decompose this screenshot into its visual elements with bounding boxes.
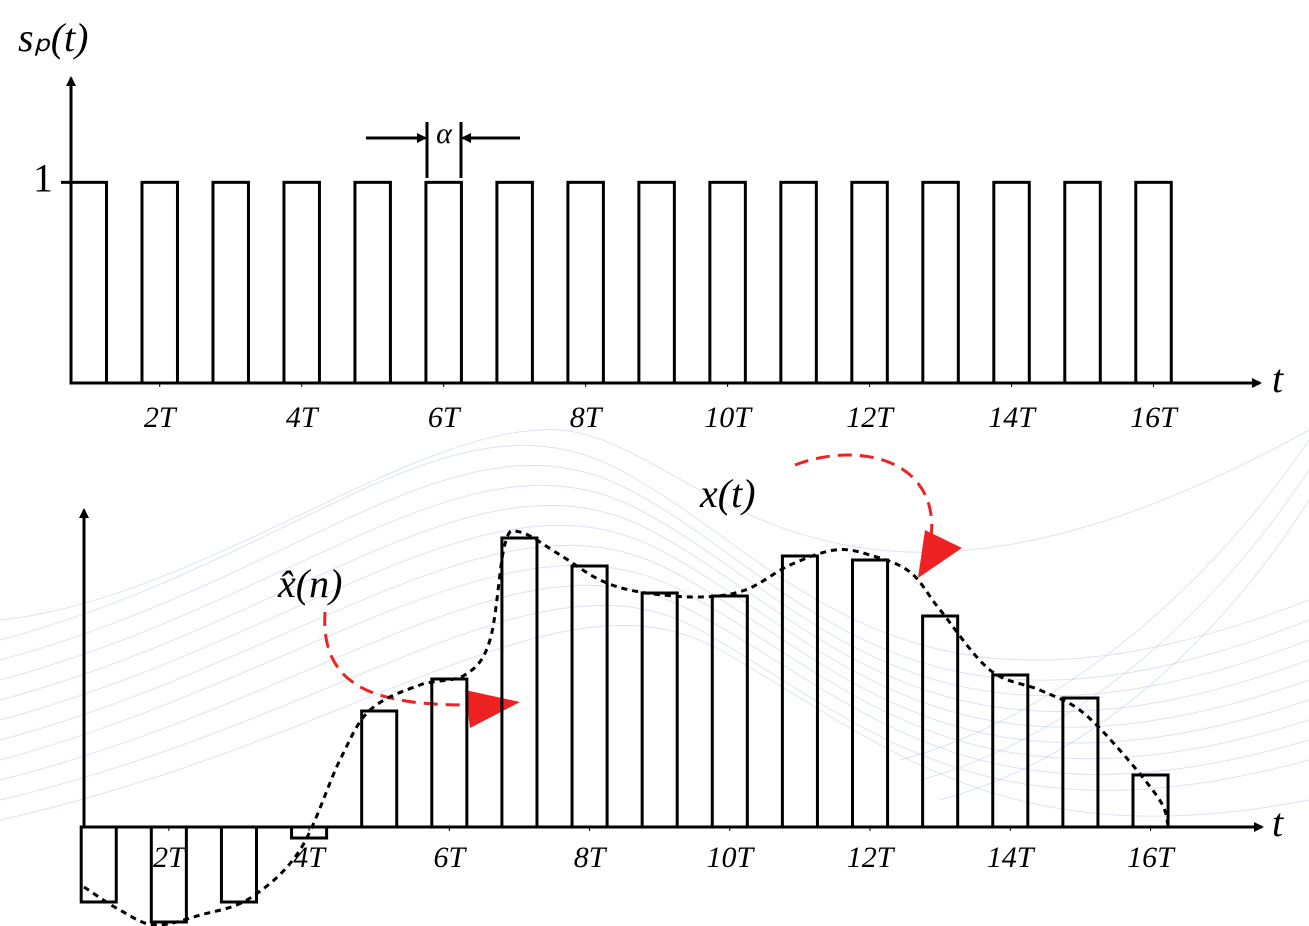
bar bbox=[853, 560, 888, 827]
x-tick-label: 12T bbox=[847, 841, 896, 874]
bar bbox=[710, 182, 745, 383]
x-tick-label: 6T bbox=[433, 841, 467, 874]
bar bbox=[993, 675, 1028, 827]
bar bbox=[432, 679, 467, 827]
arrow-head bbox=[465, 690, 520, 728]
x-tick-label: 6T bbox=[428, 401, 462, 434]
bar bbox=[994, 182, 1029, 383]
x-tick-label: 2T bbox=[144, 401, 178, 434]
bar bbox=[781, 182, 816, 383]
bar bbox=[362, 711, 397, 827]
x-tick-label: 16T bbox=[1130, 401, 1179, 434]
bar bbox=[568, 182, 603, 383]
bar bbox=[852, 182, 887, 383]
x-tick-label: 12T bbox=[846, 401, 895, 434]
bar bbox=[213, 182, 248, 383]
bar bbox=[284, 182, 319, 383]
bar bbox=[1133, 775, 1168, 827]
series-label: x̂(n) bbox=[277, 561, 342, 606]
bar bbox=[712, 596, 747, 827]
bar bbox=[221, 827, 256, 902]
x-axis-label: t bbox=[1272, 356, 1284, 401]
x-tick-label: 14T bbox=[988, 401, 1037, 434]
background-waves bbox=[0, 430, 1309, 820]
x-tick-label: 8T bbox=[570, 401, 604, 434]
y-axis-label: sₚ(t) bbox=[18, 15, 88, 60]
bar bbox=[1136, 182, 1171, 383]
bar bbox=[1065, 182, 1100, 383]
bar bbox=[142, 182, 177, 383]
bar bbox=[497, 182, 532, 383]
bar bbox=[1063, 698, 1098, 827]
bar bbox=[71, 182, 106, 383]
arrow-head bbox=[918, 530, 962, 578]
bar bbox=[81, 827, 116, 902]
curve-label: x(t) bbox=[699, 471, 756, 516]
bar bbox=[639, 182, 674, 383]
bar bbox=[502, 538, 537, 827]
bar bbox=[923, 182, 958, 383]
figure: α sₚ(t) t t x̂(n) x(t) 2T4T6T8T10T12T14T… bbox=[0, 0, 1309, 926]
x-tick-label: 16T bbox=[1127, 841, 1176, 874]
annotation-arrows bbox=[325, 455, 932, 705]
x-tick-label: 2T bbox=[153, 841, 187, 874]
x-axis-label: t bbox=[1272, 800, 1284, 845]
x-tick-label: 8T bbox=[574, 841, 608, 874]
width-label: α bbox=[436, 117, 453, 150]
y-tick-label: 1 bbox=[33, 156, 53, 201]
bar bbox=[782, 556, 817, 827]
x-tick-label: 4T bbox=[293, 841, 327, 874]
x-tick-label: 4T bbox=[286, 401, 320, 434]
x-tick-label: 10T bbox=[706, 841, 755, 874]
x-tick-label: 10T bbox=[704, 401, 753, 434]
bar bbox=[355, 182, 390, 383]
x-tick-label: 14T bbox=[987, 841, 1036, 874]
bar bbox=[426, 182, 461, 383]
